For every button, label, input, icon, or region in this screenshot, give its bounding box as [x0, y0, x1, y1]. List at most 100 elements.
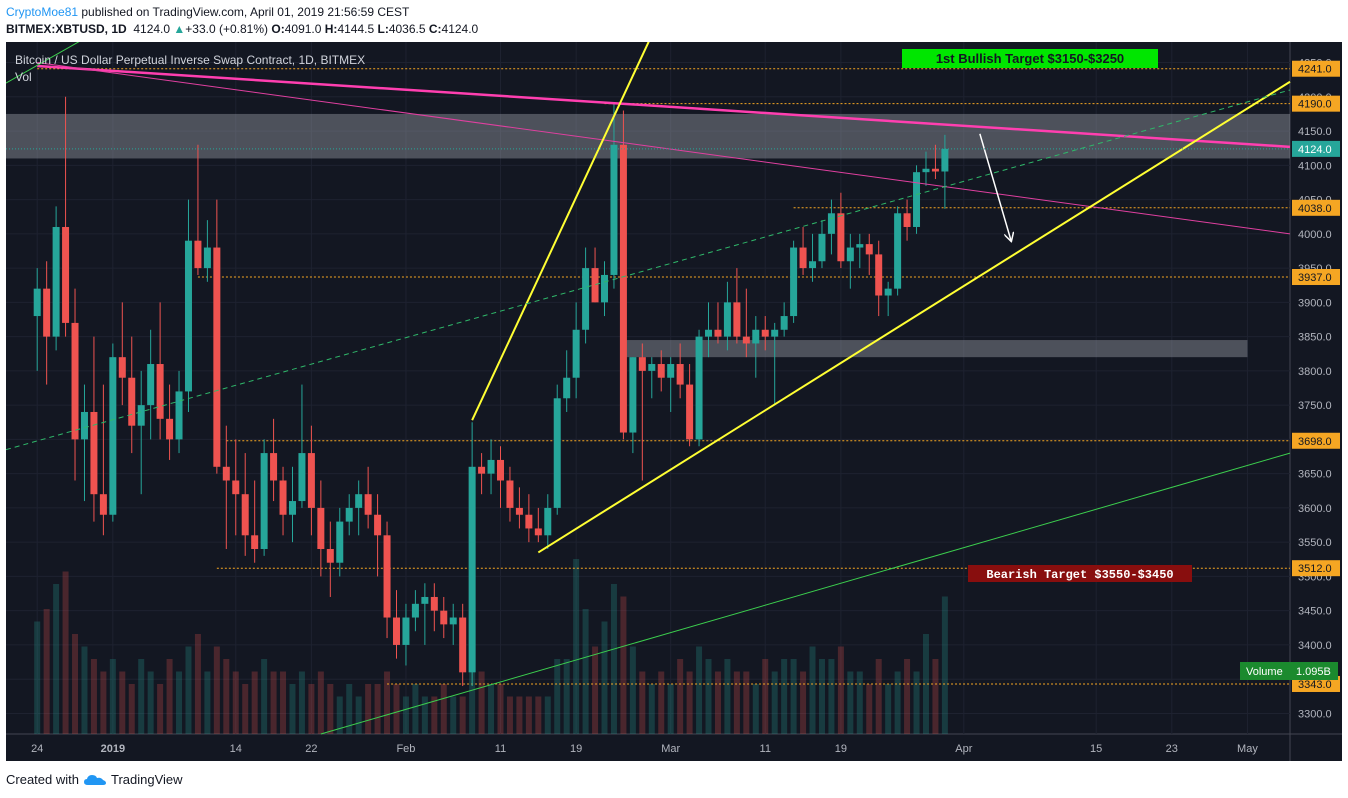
candlestick-chart[interactable]: Bitcoin / US Dollar Perpetual Inverse Sw…	[6, 42, 1342, 761]
candle-body	[260, 453, 268, 550]
volume-bar	[402, 696, 409, 734]
candle-body	[856, 244, 864, 248]
x-tick-label: 23	[1166, 743, 1178, 755]
volume-bar	[573, 559, 580, 734]
volume-bar	[450, 696, 457, 734]
publish-info: published on TradingView.com, April 01, …	[78, 5, 410, 19]
volume-badge-value: 1.095B	[1296, 666, 1331, 678]
publish-line: CryptoMoe81 published on TradingView.com…	[6, 4, 478, 21]
volume-bar	[128, 684, 135, 734]
volume-bar	[289, 684, 296, 734]
candle-body	[52, 226, 60, 337]
volume-bar	[506, 696, 513, 734]
volume-bar	[941, 596, 948, 734]
volume-bar	[223, 659, 230, 734]
bullish-target-label: 1st Bullish Target $3150-$3250	[936, 51, 1124, 66]
candle-body	[723, 302, 731, 337]
volume-bar	[280, 671, 287, 734]
volume-bar	[592, 646, 599, 734]
candle-body	[194, 240, 202, 269]
volume-bar	[459, 696, 466, 734]
volume-bar	[544, 696, 551, 734]
candle-body	[336, 521, 344, 563]
candle-body	[771, 329, 779, 337]
level-price-badge	[1292, 60, 1340, 77]
x-tick-label: 22	[305, 743, 317, 755]
volume-bar	[204, 671, 211, 734]
candle-body	[544, 507, 552, 536]
volume-bar	[904, 659, 911, 734]
price-change: +33.0 (+0.81%)	[185, 22, 269, 36]
y-tick-label: 3900.0	[1298, 297, 1332, 309]
tradingview-link[interactable]: TradingView	[110, 772, 183, 787]
candle-body	[156, 364, 164, 419]
volume-bar	[166, 659, 173, 734]
volume-bar	[733, 671, 740, 734]
candle-body	[572, 329, 580, 378]
candle-body	[913, 172, 921, 227]
volume-bar	[355, 696, 362, 734]
candle-body	[166, 418, 174, 440]
trendline	[6, 42, 80, 84]
trendline	[37, 62, 1291, 235]
y-tick-label: 3450.0	[1298, 606, 1332, 618]
volume-bar	[667, 684, 674, 734]
volume-bar	[412, 684, 419, 734]
chart-area[interactable]: Bitcoin / US Dollar Perpetual Inverse Sw…	[6, 42, 1342, 761]
candle-body	[232, 480, 240, 495]
high-value: 4144.5	[337, 22, 375, 36]
y-tick-label: 4000.0	[1298, 229, 1332, 241]
candle-body	[222, 466, 230, 481]
candle-body	[582, 268, 590, 330]
volume-bar	[336, 696, 343, 734]
x-tick-label: Apr	[955, 743, 972, 755]
support-resistance-zone	[623, 340, 1248, 358]
volume-bar	[176, 671, 183, 734]
candle-body	[80, 411, 88, 440]
candle-body	[392, 617, 400, 645]
open-value: 4091.0	[284, 22, 322, 36]
candle-body	[430, 596, 438, 611]
candle-body	[383, 535, 391, 618]
candle-body	[629, 357, 637, 433]
volume-bar	[790, 659, 797, 734]
candle-body	[411, 603, 419, 618]
candle-body	[184, 240, 192, 392]
candle-body	[553, 398, 561, 508]
trendline	[471, 42, 650, 421]
volume-bar	[563, 659, 570, 734]
open-label: O:	[271, 22, 285, 36]
x-tick-label: 24	[31, 743, 43, 755]
volume-bar	[894, 671, 901, 734]
volume-bar	[478, 671, 485, 734]
candle-body	[591, 268, 599, 303]
volume-bar	[34, 621, 41, 734]
volume-bar	[610, 584, 617, 734]
x-tick-label: Mar	[661, 743, 680, 755]
volume-indicator-label: Vol	[15, 70, 32, 84]
volume-bar	[374, 684, 381, 734]
last-price: 4124.0	[133, 22, 171, 36]
price-axis-background	[1290, 42, 1342, 761]
volume-bar	[270, 671, 277, 734]
level-price-label: 4038.0	[1298, 203, 1332, 215]
y-tick-label: 3750.0	[1298, 400, 1332, 412]
candle-body	[71, 322, 79, 440]
volume-bar	[488, 684, 495, 734]
candle-body	[99, 494, 107, 515]
candle-body	[213, 247, 221, 467]
candle-body	[364, 494, 372, 515]
volume-bar	[185, 646, 192, 734]
volume-bar	[875, 659, 882, 734]
volume-bar	[932, 659, 939, 734]
candle-body	[752, 329, 760, 344]
volume-bar	[308, 684, 315, 734]
low-label: L:	[377, 22, 389, 36]
x-tick-label: 14	[230, 743, 242, 755]
volume-bar	[384, 671, 391, 734]
created-with-label: Created with	[6, 772, 79, 787]
level-price-badge	[1292, 560, 1340, 577]
level-price-badge	[1292, 432, 1340, 449]
author-link[interactable]: CryptoMoe81	[6, 5, 79, 19]
chart-background	[6, 42, 1342, 761]
